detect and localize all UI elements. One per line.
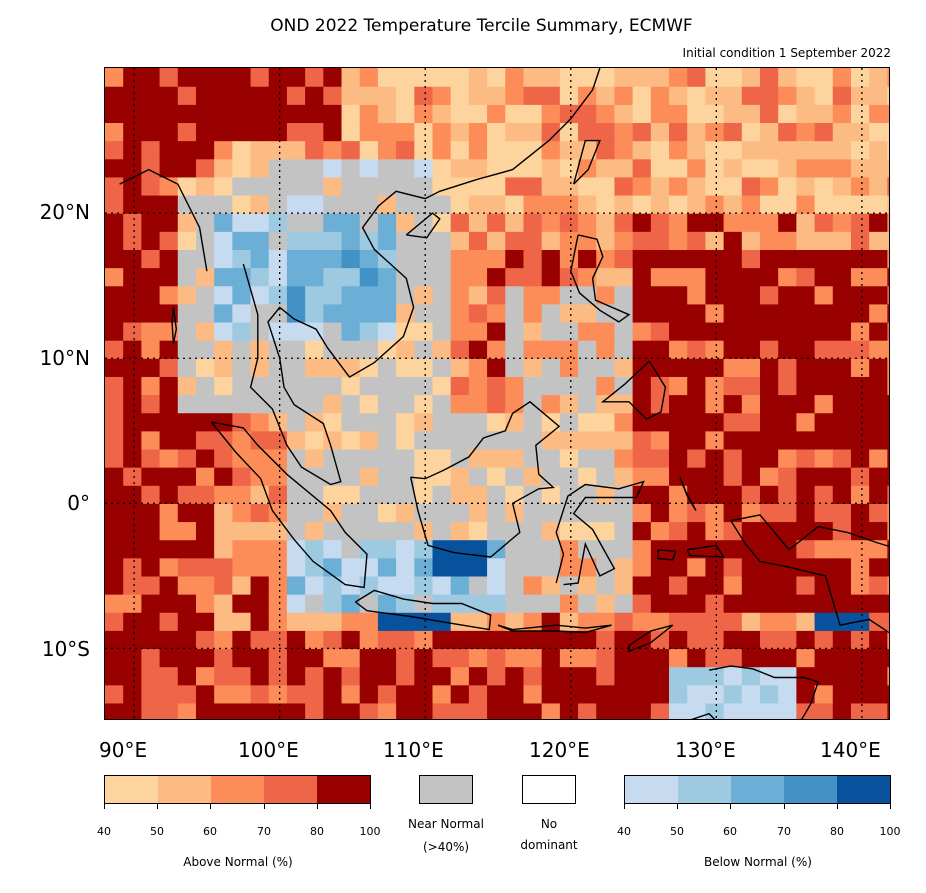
coastline (573, 139, 601, 185)
coastline (555, 480, 645, 586)
coastline (410, 400, 561, 558)
lon-label-140e: 140°E (820, 738, 881, 762)
below-tick: 50 (670, 825, 684, 838)
below-tick: 70 (777, 825, 791, 838)
coastline (171, 307, 178, 344)
coastline (210, 421, 368, 589)
lat-label-20n: 20°N (39, 200, 90, 224)
lat-label-0: 0° (67, 491, 90, 515)
near-normal-swatch (419, 775, 473, 804)
coastline (628, 624, 674, 653)
coastline (686, 544, 725, 558)
coastline (119, 168, 208, 272)
lon-label-90e: 90°E (99, 738, 148, 762)
above-60-70-swatch (211, 776, 264, 803)
coastlines (119, 68, 889, 719)
lon-label-100e: 100°E (238, 738, 299, 762)
lon-label-130e: 130°E (675, 738, 736, 762)
above-tick: 100 (359, 825, 381, 838)
below-normal-colorbar (624, 775, 891, 804)
coastline (497, 624, 612, 634)
above-tick: 80 (310, 825, 324, 838)
near-normal-label: Near Normal (408, 817, 484, 831)
tercile-map (105, 68, 889, 719)
below-40-50-swatch (625, 776, 678, 803)
below-tick: 60 (723, 825, 737, 838)
above-normal-label: Above Normal (%) (183, 855, 293, 869)
tercile-grid-cells (105, 68, 889, 719)
coastline (657, 549, 677, 561)
map-panel (104, 67, 890, 720)
coastline (354, 589, 492, 631)
coastline (730, 514, 889, 634)
above-tick: 50 (150, 825, 164, 838)
below-50-60-swatch (678, 776, 731, 803)
coastline (405, 212, 441, 239)
above-tick: 60 (203, 825, 217, 838)
lat-label-10n: 10°N (39, 346, 90, 370)
above-normal-colorbar (104, 775, 371, 804)
below-normal-label: Below Normal (%) (704, 855, 812, 869)
lat-label-10s: 10°S (41, 637, 90, 661)
below-70-80-swatch (784, 776, 837, 803)
below-tick: 100 (879, 825, 901, 838)
chart-subtitle: Initial condition 1 September 2022 (682, 46, 891, 60)
coastline (679, 476, 697, 511)
above-80-100-swatch (317, 776, 370, 803)
no-dominant-label-2: dominant (520, 838, 578, 852)
below-80-100-swatch (837, 776, 890, 803)
no-dominant-swatch (522, 775, 576, 804)
above-tick: 40 (97, 825, 111, 838)
above-40-50-swatch (105, 776, 158, 803)
lon-label-110e: 110°E (383, 738, 444, 762)
above-tick: 70 (257, 825, 271, 838)
near-normal-threshold: (>40%) (422, 840, 470, 854)
below-tick: 40 (617, 825, 631, 838)
coastline (242, 68, 601, 486)
below-60-70-swatch (731, 776, 784, 803)
graticule (105, 68, 889, 719)
coastline (570, 234, 631, 323)
below-tick: 80 (830, 825, 844, 838)
no-dominant-label: No (540, 817, 558, 831)
coastline (690, 665, 820, 719)
above-50-60-swatch (158, 776, 211, 803)
coastline (600, 360, 667, 421)
lon-label-120e: 120°E (529, 738, 590, 762)
chart-title: OND 2022 Temperature Tercile Summary, EC… (270, 16, 693, 36)
above-70-80-swatch (264, 776, 317, 803)
